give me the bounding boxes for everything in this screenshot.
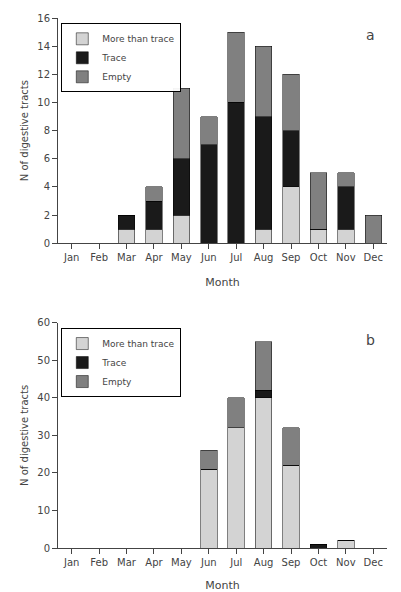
svg-text:N of digestive tracts: N of digestive tracts (19, 385, 30, 486)
svg-text:More than trace: More than trace (102, 34, 174, 44)
svg-text:10: 10 (37, 97, 50, 108)
svg-text:0: 0 (44, 238, 50, 249)
svg-text:a: a (366, 27, 375, 43)
svg-text:Jan: Jan (63, 557, 79, 568)
svg-text:b: b (366, 332, 375, 348)
svg-text:30: 30 (37, 430, 50, 441)
svg-text:Sep: Sep (282, 557, 301, 568)
svg-text:8: 8 (44, 125, 50, 136)
svg-text:Dec: Dec (364, 252, 383, 263)
svg-text:More than trace: More than trace (102, 339, 174, 349)
svg-text:Mar: Mar (117, 252, 137, 263)
svg-text:May: May (171, 557, 192, 568)
svg-text:40: 40 (37, 392, 50, 403)
svg-text:2: 2 (44, 210, 50, 221)
svg-text:Jul: Jul (229, 557, 242, 568)
svg-text:50: 50 (37, 355, 50, 366)
svg-text:Mar: Mar (117, 557, 137, 568)
svg-text:16: 16 (37, 13, 50, 24)
svg-text:14: 14 (37, 41, 50, 52)
svg-text:Aug: Aug (254, 557, 274, 568)
svg-text:N of digestive tracts: N of digestive tracts (19, 80, 30, 181)
svg-text:10: 10 (37, 505, 50, 516)
svg-text:6: 6 (44, 153, 50, 164)
svg-text:Trace: Trace (101, 53, 126, 63)
svg-text:4: 4 (44, 181, 50, 192)
svg-text:60: 60 (37, 317, 50, 328)
svg-text:Aug: Aug (254, 252, 274, 263)
svg-text:Nov: Nov (336, 252, 356, 263)
svg-text:Feb: Feb (90, 252, 108, 263)
svg-text:Jan: Jan (63, 252, 79, 263)
svg-text:Apr: Apr (145, 557, 163, 568)
svg-text:Oct: Oct (310, 252, 327, 263)
svg-text:Sep: Sep (282, 252, 301, 263)
svg-text:Nov: Nov (336, 557, 356, 568)
svg-text:Trace: Trace (101, 358, 126, 368)
svg-text:Apr: Apr (145, 252, 163, 263)
svg-text:12: 12 (37, 69, 50, 80)
svg-text:Jun: Jun (200, 252, 217, 263)
svg-text:0: 0 (44, 543, 50, 554)
svg-text:Empty: Empty (102, 72, 132, 82)
svg-text:Dec: Dec (364, 557, 383, 568)
svg-text:Feb: Feb (90, 557, 108, 568)
svg-text:20: 20 (37, 467, 50, 478)
svg-text:May: May (171, 252, 192, 263)
svg-text:Jun: Jun (200, 557, 217, 568)
svg-text:Month: Month (205, 276, 240, 289)
svg-text:Month: Month (205, 579, 240, 592)
svg-text:Empty: Empty (102, 377, 132, 387)
svg-text:Jul: Jul (229, 252, 242, 263)
svg-text:Oct: Oct (310, 557, 327, 568)
